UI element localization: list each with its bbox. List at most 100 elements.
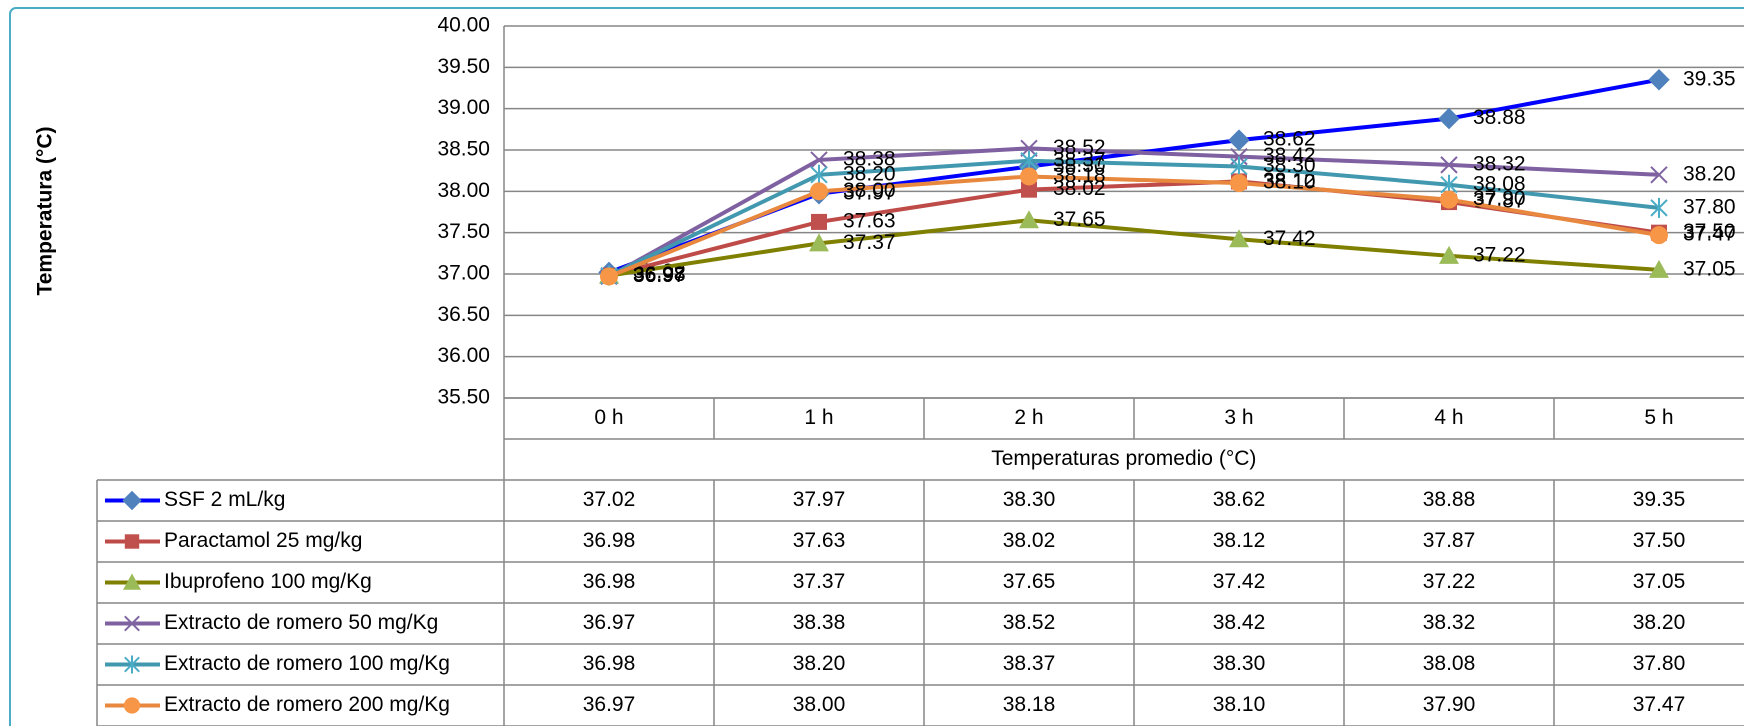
data-label: 38.32 bbox=[1473, 152, 1526, 175]
marker bbox=[1438, 107, 1460, 130]
legend-label: Extracto de romero 50 mg/Kg bbox=[164, 611, 438, 634]
marker bbox=[1648, 69, 1670, 91]
marker bbox=[1020, 167, 1038, 186]
table-cell: 36.98 bbox=[583, 570, 636, 593]
table-cell: 38.32 bbox=[1423, 611, 1476, 634]
marker bbox=[1439, 245, 1459, 264]
data-label: 38.37 bbox=[1053, 148, 1106, 171]
marker bbox=[122, 490, 142, 511]
data-label: 38.18 bbox=[1053, 164, 1106, 187]
marker bbox=[810, 182, 828, 201]
table-cell: 38.88 bbox=[1423, 488, 1476, 511]
marker bbox=[811, 213, 827, 230]
marker bbox=[124, 534, 140, 549]
y-tick-label: 38.00 bbox=[437, 179, 490, 202]
table-cell: 37.63 bbox=[793, 529, 846, 552]
marker bbox=[1228, 129, 1250, 151]
table-cell: 37.50 bbox=[1633, 529, 1686, 552]
marker bbox=[809, 233, 829, 252]
marker bbox=[1229, 229, 1249, 248]
table-cell: 38.62 bbox=[1213, 488, 1266, 511]
data-label: 38.62 bbox=[1263, 128, 1316, 151]
marker bbox=[1650, 226, 1668, 245]
x-tick-label: 4 h bbox=[1434, 406, 1463, 429]
table-cell: 39.35 bbox=[1633, 488, 1686, 511]
y-tick-label: 39.50 bbox=[437, 55, 490, 78]
data-label: 39.35 bbox=[1683, 67, 1736, 90]
data-label: 37.05 bbox=[1683, 257, 1736, 280]
data-label: 36.97 bbox=[633, 264, 686, 287]
legend-label: Ibuprofeno 100 mg/Kg bbox=[164, 570, 372, 593]
data-label: 38.00 bbox=[843, 179, 896, 202]
table-cell: 37.87 bbox=[1423, 529, 1476, 552]
table-cell: 38.30 bbox=[1213, 652, 1266, 675]
data-label: 37.50 bbox=[1683, 220, 1736, 243]
y-axis-title: Temperatura (°C) bbox=[34, 126, 57, 295]
legend-label: Extracto de romero 200 mg/Kg bbox=[164, 693, 450, 716]
data-label: 38.42 bbox=[1263, 144, 1316, 167]
marker bbox=[600, 267, 618, 286]
data-label: 38.08 bbox=[1473, 172, 1526, 195]
table-cell: 38.08 bbox=[1423, 652, 1476, 675]
data-label: 38.20 bbox=[843, 162, 896, 185]
marker bbox=[1019, 210, 1039, 229]
table-cell: 37.05 bbox=[1633, 570, 1686, 593]
series-line bbox=[608, 158, 1660, 278]
table-cell: 37.90 bbox=[1423, 693, 1476, 716]
marker bbox=[810, 164, 828, 185]
table-cell: 38.02 bbox=[1003, 529, 1056, 552]
marker bbox=[1021, 181, 1037, 198]
table-cell: 37.47 bbox=[1633, 693, 1686, 716]
marker bbox=[1230, 174, 1248, 193]
marker bbox=[1649, 259, 1669, 278]
table-cell: 38.18 bbox=[1003, 693, 1056, 716]
series-line bbox=[608, 174, 1660, 279]
marker bbox=[1230, 156, 1248, 177]
x-axis-title: Temperaturas promedio (°C) bbox=[991, 447, 1256, 470]
data-label: 37.65 bbox=[1053, 208, 1106, 231]
marker bbox=[123, 697, 141, 714]
data-label: 38.38 bbox=[843, 147, 896, 170]
y-tick-label: 38.50 bbox=[437, 138, 490, 161]
y-tick-label: 36.00 bbox=[437, 344, 490, 367]
table-cell: 36.97 bbox=[583, 693, 636, 716]
data-label: 37.42 bbox=[1263, 227, 1316, 250]
table-cell: 37.37 bbox=[793, 570, 846, 593]
data-label: 37.22 bbox=[1473, 243, 1526, 266]
table-cell: 38.30 bbox=[1003, 488, 1056, 511]
table-cell: 38.38 bbox=[793, 611, 846, 634]
y-tick-label: 40.00 bbox=[437, 14, 490, 37]
table-cell: 37.80 bbox=[1633, 652, 1686, 675]
y-tick-label: 39.00 bbox=[437, 96, 490, 119]
marker bbox=[123, 573, 141, 590]
table-cell: 37.42 bbox=[1213, 570, 1266, 593]
table-cell: 38.20 bbox=[1633, 611, 1686, 634]
data-label: 36.97 bbox=[633, 264, 686, 287]
data-label: 36.98 bbox=[633, 263, 686, 286]
series-line bbox=[608, 218, 1660, 278]
table-cell: 37.65 bbox=[1003, 570, 1056, 593]
table-cell: 36.97 bbox=[583, 611, 636, 634]
data-label: 37.90 bbox=[1473, 187, 1526, 210]
data-label: 38.20 bbox=[1683, 162, 1736, 185]
table-cell: 38.00 bbox=[793, 693, 846, 716]
legend-label: Paractamol 25 mg/kg bbox=[164, 529, 362, 552]
table-cell: 37.02 bbox=[583, 488, 636, 511]
marker bbox=[1440, 190, 1458, 209]
data-label: 38.88 bbox=[1473, 106, 1526, 129]
table-cell: 38.37 bbox=[1003, 652, 1056, 675]
data-label: 38.02 bbox=[1053, 177, 1106, 200]
data-label: 38.10 bbox=[1263, 171, 1316, 194]
table-cell: 37.22 bbox=[1423, 570, 1476, 593]
table-cell: 38.52 bbox=[1003, 611, 1056, 634]
data-label: 38.52 bbox=[1053, 136, 1106, 159]
marker bbox=[1020, 139, 1038, 158]
table-cell: 36.98 bbox=[583, 652, 636, 675]
table-cell: 38.12 bbox=[1213, 529, 1266, 552]
table-cell: 38.42 bbox=[1213, 611, 1266, 634]
legend-label: SSF 2 mL/kg bbox=[164, 488, 285, 511]
x-tick-label: 0 h bbox=[594, 406, 623, 429]
data-label: 37.63 bbox=[843, 209, 896, 232]
data-label: 37.47 bbox=[1683, 223, 1736, 246]
